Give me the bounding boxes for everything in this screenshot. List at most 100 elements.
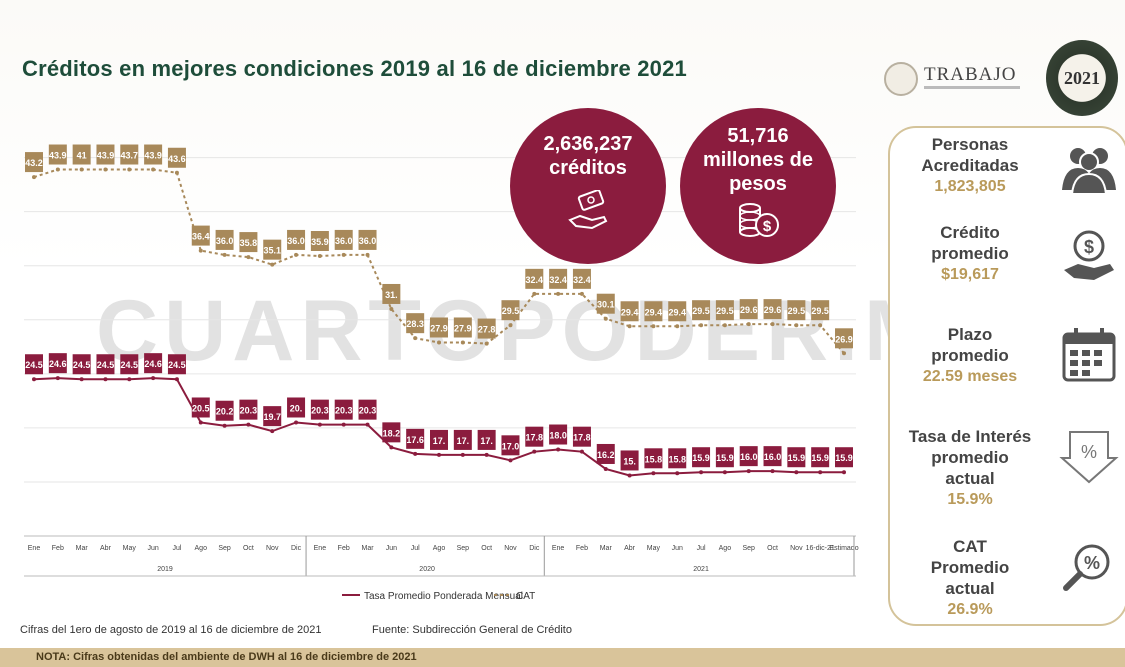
data-label-box — [263, 406, 282, 427]
data-label: 29.4 — [668, 307, 686, 317]
data-point — [627, 324, 632, 329]
x-tick-label: Abr — [624, 545, 636, 552]
data-point — [174, 170, 179, 175]
x-tick-label: Sep — [218, 545, 231, 552]
data-point — [508, 458, 513, 463]
data-point — [341, 252, 346, 257]
data-label-box — [811, 300, 830, 321]
data-label: 15.9 — [835, 453, 853, 463]
data-label: 43.9 — [97, 151, 115, 161]
data-label: 29.5 — [788, 306, 806, 316]
data-label: 17.6 — [406, 435, 424, 445]
percent-search-icon: % — [1063, 544, 1110, 591]
legend-label-tasa: Tasa Promedio Ponderada Mensual — [364, 591, 523, 602]
data-label: 15.9 — [811, 453, 829, 463]
data-label: 20. — [290, 403, 303, 413]
data-point — [842, 351, 846, 356]
data-label-box — [477, 429, 496, 450]
data-point — [675, 324, 680, 329]
data-label-box — [358, 399, 377, 420]
data-point — [794, 323, 799, 328]
data-point — [55, 376, 60, 381]
data-label: 29.4 — [621, 307, 639, 317]
data-label-box — [787, 300, 806, 321]
data-label: 17. — [457, 436, 470, 446]
data-point — [508, 323, 513, 328]
stat-personas: Personas Acreditadas 1,823,805 — [921, 135, 1019, 195]
data-label-box — [96, 354, 115, 375]
data-point — [222, 252, 227, 257]
data-label: 35.1 — [263, 246, 281, 256]
data-label: 43.2 — [25, 158, 43, 168]
data-point — [627, 473, 632, 478]
data-label-box — [739, 299, 758, 320]
x-tick-label: Jun — [386, 545, 397, 552]
data-label: 20.3 — [335, 406, 353, 416]
data-point — [794, 470, 799, 475]
data-label: 20.5 — [192, 403, 210, 413]
x-tick-label: Nov — [790, 545, 803, 552]
svg-text:$: $ — [1084, 237, 1094, 257]
data-label-box — [835, 447, 853, 468]
data-point — [460, 340, 465, 345]
stat-credito: Crédito promedio $19,617 — [931, 223, 1009, 283]
data-label: 24.5 — [97, 360, 115, 370]
data-label-box — [596, 293, 615, 314]
data-label: 15.8 — [668, 454, 686, 464]
data-point — [651, 324, 656, 329]
data-label: 36.0 — [216, 236, 234, 246]
data-label: 24.5 — [121, 360, 139, 370]
stat-plazo: Plazo promedio 22.59 meses — [922, 325, 1018, 385]
data-point — [103, 377, 108, 382]
data-label: 36.4 — [192, 232, 210, 242]
data-label: 17.0 — [502, 441, 520, 451]
data-point — [699, 470, 704, 475]
x-tick-label: Jul — [411, 545, 420, 552]
data-point — [317, 422, 322, 427]
data-label: 17. — [433, 436, 446, 446]
data-label-box — [191, 397, 210, 418]
data-label: 32.4 — [526, 275, 544, 285]
data-label: 29.5 — [811, 306, 829, 316]
data-point — [746, 322, 751, 327]
rate-down-icon: % — [1059, 431, 1119, 484]
data-label-box — [430, 429, 448, 450]
data-label: 24.5 — [168, 360, 186, 370]
data-point — [365, 422, 370, 427]
note-source: Fuente: Subdirección General de Crédito — [372, 624, 572, 636]
x-tick-label: Feb — [52, 545, 64, 552]
data-label-box — [144, 353, 163, 374]
data-point — [294, 420, 299, 425]
stat-cat: CAT Promedio actual 26.9% — [930, 537, 1010, 618]
data-label-box — [453, 317, 472, 338]
data-point — [174, 377, 179, 382]
x-tick-label: Oct — [481, 545, 492, 552]
data-label: 43.9 — [49, 151, 67, 161]
data-label: 20.2 — [216, 407, 234, 417]
coins-icon: $ — [739, 203, 779, 237]
data-label-box — [334, 229, 353, 250]
x-tick-label: 16-dic-21 — [806, 545, 835, 552]
data-label-box — [715, 447, 734, 468]
data-point — [532, 449, 537, 454]
data-point — [842, 470, 846, 475]
data-label-box — [549, 268, 568, 289]
x-tick-label: Nov — [266, 545, 279, 552]
data-point — [675, 471, 680, 476]
data-label: 41 — [77, 151, 87, 161]
x-tick-label: Jul — [172, 545, 181, 552]
data-label-box — [739, 446, 758, 467]
data-point — [389, 445, 394, 450]
data-label-box — [334, 399, 353, 420]
data-point — [198, 248, 203, 253]
footer-note: NOTA: Cifras obtenidas del ambiente de D… — [36, 651, 417, 663]
x-tick-label: Mar — [600, 545, 613, 552]
data-point — [818, 470, 823, 475]
data-label-box — [48, 144, 67, 165]
data-label-box — [72, 354, 91, 375]
data-point — [556, 447, 561, 452]
data-label-box — [692, 300, 711, 321]
data-label-box — [787, 447, 806, 468]
data-label-box — [501, 300, 520, 321]
data-point — [294, 252, 299, 257]
